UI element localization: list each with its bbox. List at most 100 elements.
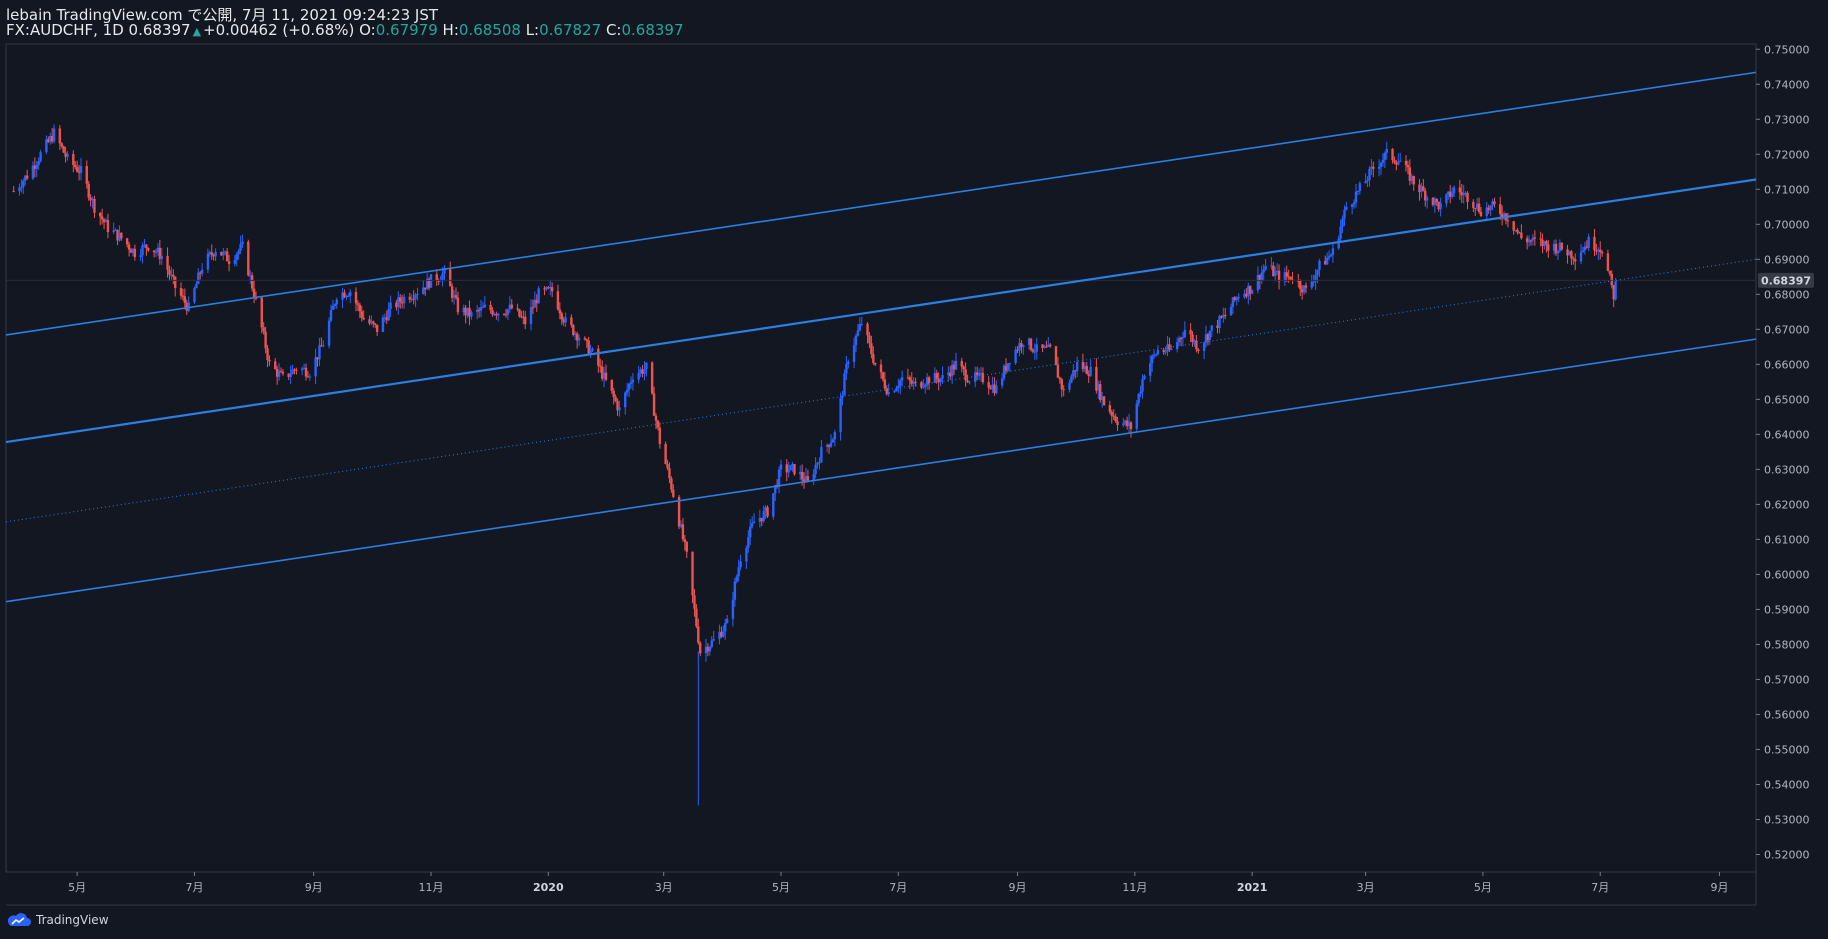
candle-up — [1352, 202, 1356, 205]
candle-down — [179, 288, 183, 296]
candle-up — [322, 345, 325, 347]
candle-down — [1608, 270, 1612, 274]
candle-down — [666, 464, 669, 469]
candle-up — [1014, 349, 1017, 364]
candle-up — [739, 561, 742, 568]
candle-down — [1518, 232, 1521, 234]
candle-up — [291, 369, 294, 375]
candle-down — [456, 297, 460, 313]
candle-up — [237, 250, 240, 255]
candle-up — [1383, 152, 1387, 160]
candle-down — [695, 608, 698, 627]
channel-boundary-line[interactable] — [5, 338, 1757, 603]
candle-up — [497, 313, 500, 316]
price-tick-label: 0.66000 — [1764, 358, 1810, 371]
candle-down — [1460, 192, 1463, 196]
candle-down — [522, 316, 525, 318]
price-tick-label: 0.69000 — [1764, 253, 1810, 266]
candle-down — [268, 359, 271, 362]
candle-up — [1558, 242, 1562, 251]
candle-down — [1197, 349, 1200, 352]
candle-up — [1385, 148, 1388, 153]
candle-up — [466, 307, 469, 316]
candle-up — [1127, 422, 1131, 427]
plot-area[interactable] — [5, 43, 1757, 873]
candle-down — [1285, 272, 1288, 277]
symbol-label[interactable]: FX:AUDCHF, 1D — [6, 21, 124, 39]
candle-down — [293, 369, 296, 371]
candle-down — [1004, 365, 1008, 371]
candle-down — [906, 377, 910, 379]
candle-down — [1081, 362, 1085, 370]
candle-up — [1237, 297, 1240, 299]
candle-down — [1029, 338, 1033, 350]
candle-up — [39, 152, 42, 162]
candle-up — [45, 139, 48, 153]
candle-down — [962, 366, 965, 370]
candle-up — [1337, 238, 1340, 249]
candle-down — [1541, 239, 1544, 246]
candle-up — [750, 523, 754, 527]
candle-down — [677, 496, 681, 527]
candle-up — [422, 287, 425, 295]
candle-down — [550, 287, 554, 292]
candle-down — [320, 345, 323, 347]
candle-up — [1229, 306, 1233, 316]
candle-up — [1462, 192, 1465, 196]
candle-up — [1339, 226, 1342, 239]
tradingview-brand[interactable]: TradingView — [6, 911, 109, 929]
candle-down — [543, 288, 546, 290]
candle-down — [993, 384, 996, 394]
channel-center-line[interactable] — [5, 178, 1757, 444]
candle-down — [706, 646, 710, 652]
candle-down — [1206, 334, 1210, 341]
candle-up — [762, 511, 765, 522]
time-axis[interactable]: 5月 7月 9月 11月 2020 3月 5月 7月 9月 11月 2021 3月 5月 7月 9月 — [68, 872, 1728, 894]
candle-up — [462, 307, 465, 313]
candle-up — [1377, 166, 1381, 169]
candle-down — [683, 539, 687, 542]
candle-up — [441, 273, 444, 281]
candle-down — [1372, 166, 1375, 169]
candle-down — [1516, 229, 1519, 233]
candle-up — [1243, 293, 1246, 298]
candle-up — [1331, 248, 1335, 255]
candle-down — [1299, 280, 1302, 290]
price-tick-label: 0.72000 — [1764, 148, 1810, 161]
candle-down — [281, 371, 285, 374]
candle-down — [400, 301, 404, 304]
candle-down — [408, 296, 412, 300]
candle-up — [233, 259, 237, 264]
candle-up — [1445, 194, 1448, 204]
candle-up — [1433, 198, 1437, 205]
candle-up — [1193, 340, 1196, 343]
candle-down — [935, 373, 938, 379]
candle-down — [868, 335, 871, 344]
candle-down — [181, 295, 185, 297]
candle-up — [66, 153, 69, 157]
candle-up — [222, 251, 225, 256]
channel-boundary-line[interactable] — [5, 71, 1757, 336]
price-axis[interactable]: 0.52000 0.53000 0.54000 0.55000 0.56000 0.570… — [1756, 43, 1810, 861]
candle-down — [158, 247, 162, 259]
candle-down — [1412, 176, 1415, 185]
candle-up — [349, 291, 352, 297]
candle-up — [1231, 297, 1235, 307]
candle-up — [645, 362, 648, 370]
candle-up — [1614, 280, 1617, 300]
candle-up — [1035, 344, 1038, 352]
candle-up — [239, 244, 242, 251]
candle-up — [131, 248, 135, 253]
price-tick-label: 0.70000 — [1764, 218, 1810, 231]
candle-up — [1068, 382, 1071, 390]
parallel-channel[interactable] — [5, 71, 1757, 603]
candle-up — [799, 472, 802, 475]
channel-median-line[interactable] — [5, 258, 1757, 523]
candle-down — [1058, 377, 1062, 380]
candle-down — [306, 376, 310, 378]
candle-up — [564, 317, 567, 323]
candle-down — [1060, 379, 1063, 390]
candle-up — [37, 161, 40, 165]
candle-down — [1520, 232, 1523, 239]
